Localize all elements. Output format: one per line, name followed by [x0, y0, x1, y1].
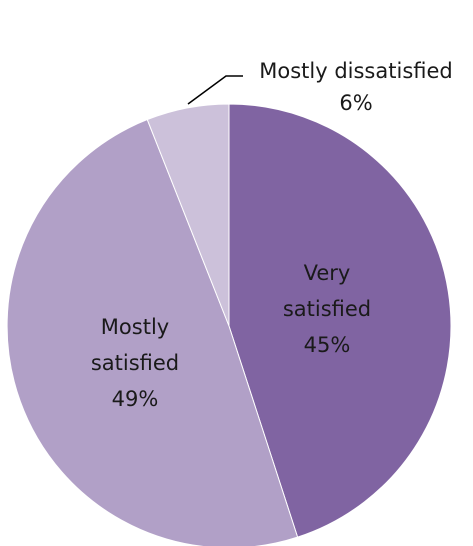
slice-label-1-line-1: satisfied — [91, 351, 179, 375]
slice-label-0-line-0: Very — [304, 261, 351, 285]
slice-label-0-line-1: satisfied — [283, 297, 371, 321]
slice-labels: Very satisfied 45% Mostly satisfied 49% Mostly… — [91, 59, 453, 411]
slice-label-1-line-0: Mostly — [101, 315, 169, 339]
pie-slices — [6, 103, 452, 546]
slice-label-0-line-2: 45% — [304, 333, 351, 357]
slice-label-2-line-0: Mostly dissatisfied — [259, 59, 452, 83]
pie-slice-0 — [228, 103, 452, 538]
slice-label-2-line-1: 6% — [339, 91, 372, 115]
leader-line-mostly-dissatisfied — [187, 75, 243, 105]
pie-slice-2 — [146, 103, 230, 327]
pie-slice-1 — [6, 118, 299, 546]
leader-lines — [187, 75, 243, 105]
slice-label-1-line-2: 49% — [112, 387, 159, 411]
